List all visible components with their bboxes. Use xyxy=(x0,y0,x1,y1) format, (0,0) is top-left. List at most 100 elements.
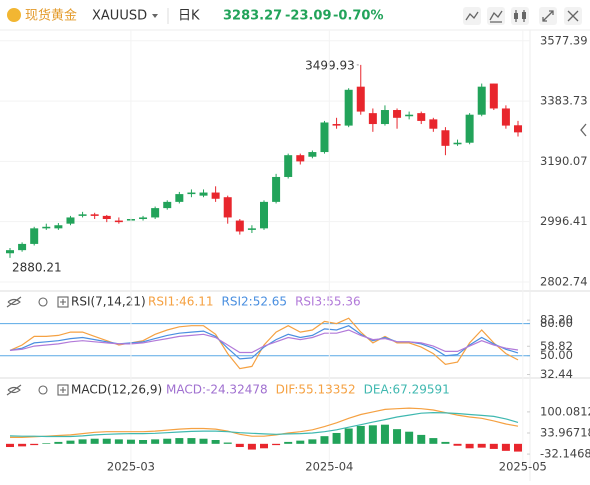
collapse-arrow[interactable] xyxy=(580,123,587,137)
histogram-bar xyxy=(114,439,123,444)
close-icon xyxy=(567,10,579,22)
candle-body xyxy=(356,86,365,112)
y-tick-label: 50.00 xyxy=(540,348,573,362)
symbol[interactable]: XAUUSD xyxy=(92,9,147,24)
histogram-bar xyxy=(6,443,14,448)
histogram-bar xyxy=(393,429,402,444)
histogram-bar xyxy=(175,438,184,444)
histogram-bar xyxy=(284,441,293,444)
y-tick-label: 3190.07 xyxy=(540,154,588,168)
price: 3283.27 xyxy=(223,9,282,24)
histogram-bar xyxy=(30,443,39,446)
gold-icon xyxy=(7,8,21,22)
change: -23.09 xyxy=(285,9,332,24)
change-pct: -0.70% xyxy=(333,9,384,24)
candle-body xyxy=(247,228,256,230)
histogram-bar xyxy=(78,439,87,444)
series-line xyxy=(9,325,519,360)
histogram-bar xyxy=(405,431,414,444)
candle-body xyxy=(163,201,172,209)
candle-body xyxy=(102,215,111,220)
histogram-bar xyxy=(296,440,305,444)
candle-body xyxy=(320,122,329,153)
y-tick-label: 100.08126 xyxy=(540,404,590,418)
histogram-bar xyxy=(18,443,27,447)
indicator-button[interactable] xyxy=(487,7,505,25)
candle-body xyxy=(6,250,14,254)
candle-body xyxy=(284,155,293,177)
candle-icon-body xyxy=(522,12,526,19)
histogram-bar xyxy=(102,438,111,444)
settings-icon[interactable] xyxy=(38,385,48,395)
histogram-bar xyxy=(380,424,389,444)
histogram-bar xyxy=(441,441,450,444)
legend-entry: RSI1:46.11 xyxy=(148,295,214,309)
x-tick-label: 2025-05 xyxy=(499,460,547,474)
histogram-bar xyxy=(151,439,160,444)
histogram-bar xyxy=(368,425,377,444)
candle-body xyxy=(380,110,389,125)
candle-body xyxy=(272,176,281,202)
histogram-bar xyxy=(453,443,462,446)
rsi-title: RSI(7,14,21) xyxy=(71,295,146,309)
histogram-bar xyxy=(308,439,317,444)
candle-body xyxy=(187,192,196,195)
candle-type-button[interactable] xyxy=(511,7,529,25)
macd-title: MACD(12,26,9) xyxy=(71,383,162,397)
histogram-bar xyxy=(126,439,135,444)
y-tick-label: 83.20 xyxy=(540,313,573,327)
legend-entry: DIF:55.13352 xyxy=(276,383,356,397)
expand-icon[interactable] xyxy=(57,384,69,396)
y-tick-label: -32.14689 xyxy=(540,447,590,461)
candle-body xyxy=(42,226,51,229)
y-tick-label: 58.82 xyxy=(540,339,573,353)
candle-body xyxy=(441,130,450,146)
hide-icon[interactable] xyxy=(6,384,22,396)
candle-body xyxy=(368,113,377,125)
hide-icon[interactable] xyxy=(6,296,22,308)
draw-tool-icon xyxy=(465,11,479,21)
histogram-bar xyxy=(429,438,438,444)
y-tick-label: 2996.41 xyxy=(540,214,588,228)
histogram-bar xyxy=(223,442,232,444)
legend-entry: RSI3:55.36 xyxy=(295,295,361,309)
histogram-bar xyxy=(501,443,510,451)
dropdown-arrow[interactable] xyxy=(152,14,158,18)
histogram-bar xyxy=(332,432,341,444)
x-tick-label: 2025-04 xyxy=(305,460,353,474)
candle-body xyxy=(66,217,75,224)
y-tick-label: 33.96718 xyxy=(540,425,590,439)
series-line xyxy=(9,411,519,438)
legend-entry: RSI2:52.65 xyxy=(222,295,288,309)
period[interactable]: 日K xyxy=(178,9,200,24)
y-tick-label: 3383.73 xyxy=(540,94,588,108)
histogram-bar xyxy=(272,443,281,446)
y-tick-label: 2802.74 xyxy=(540,274,588,288)
indicator-icon xyxy=(489,10,503,23)
settings-icon[interactable] xyxy=(38,297,48,307)
expand-icon-plus xyxy=(60,299,66,305)
y-tick-label: 80.00 xyxy=(540,316,573,330)
candle-body xyxy=(223,197,232,218)
candle-body xyxy=(114,220,123,223)
candle-body xyxy=(405,114,414,117)
candle-body xyxy=(235,220,244,232)
candle-body xyxy=(30,228,39,244)
histogram-bar xyxy=(66,440,75,444)
histogram-bar xyxy=(344,428,353,444)
candle-body xyxy=(175,194,184,202)
candle-body xyxy=(429,119,438,129)
histogram-bar xyxy=(42,443,51,444)
histogram-bar xyxy=(465,443,474,449)
candle-body xyxy=(18,243,27,251)
candle-body xyxy=(477,86,486,115)
candle-body xyxy=(501,108,510,126)
candle-body xyxy=(465,114,474,143)
candle-body xyxy=(489,83,498,109)
candle-body xyxy=(139,217,148,220)
candle-body xyxy=(393,110,402,118)
expand-icon[interactable] xyxy=(57,296,69,308)
candle-body xyxy=(453,142,462,145)
candle-body xyxy=(260,201,268,229)
